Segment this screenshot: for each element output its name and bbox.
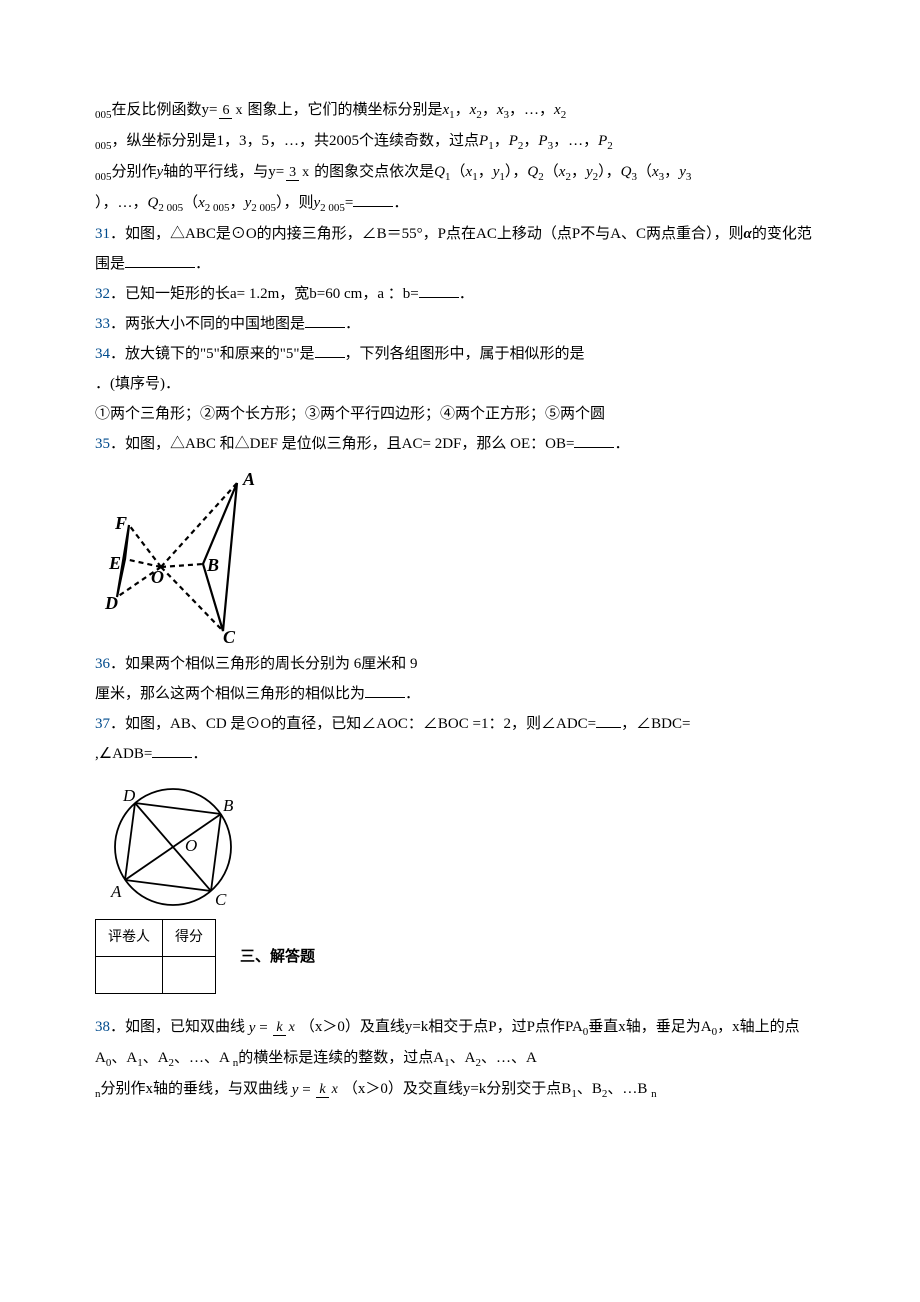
- score-header-cell: 得分: [163, 920, 216, 957]
- question-number: 34: [95, 346, 110, 362]
- question-line: 34．放大镜下的"5"和原来的"5"是，下列各组图形中，属于相似形的是: [95, 339, 825, 369]
- svg-text:A: A: [242, 469, 255, 489]
- formula-y-eq-k-over-x: y = kx: [292, 1075, 343, 1105]
- question-line: 005分别作y轴的平行线，与y=3x的图象交点依次是Q1（x1，y1），Q2（x…: [95, 157, 825, 188]
- question-line: ,∠ADB=．: [95, 739, 825, 769]
- question-line: 005在反比例函数y=6x图象上，它们的横坐标分别是x1，x2，x3，…，x2: [95, 95, 825, 126]
- score-value-cell: [163, 957, 216, 994]
- svg-text:A: A: [110, 882, 122, 901]
- question-number: 31: [95, 226, 110, 242]
- question-line: 38．如图，已知双曲线 y = kx（x＞0）及直线y=k相交于点P，过P点作P…: [95, 1012, 825, 1074]
- formula-y-eq-k-over-x: y = kx: [249, 1013, 300, 1043]
- section-header-row: 评卷人得分 三、解答题: [95, 919, 825, 994]
- figure-37: A B C D O: [95, 775, 825, 913]
- question-line: 36．如果两个相似三角形的周长分别为 6厘米和 9: [95, 649, 825, 679]
- question-line: 37．如图，AB、CD 是⊙O的直径，已知∠AOC：∠BOC =1：2，则∠AD…: [95, 709, 825, 739]
- question-line: 35．如图，△ABC 和△DEF 是位似三角形，且AC= 2DF，那么 OE：O…: [95, 429, 825, 459]
- svg-text:F: F: [114, 513, 127, 533]
- svg-text:C: C: [215, 890, 227, 909]
- svg-text:O: O: [185, 836, 197, 855]
- svg-text:D: D: [104, 593, 118, 613]
- svg-text:O: O: [151, 567, 164, 587]
- question-number: 38: [95, 1019, 110, 1035]
- question-line: 32．已知一矩形的长a= 1.2m，宽b=60 cm，a ：b=．: [95, 279, 825, 309]
- question-number: 36: [95, 656, 110, 672]
- svg-text:E: E: [108, 553, 121, 573]
- question-line: 31．如图，△ABC是⊙O的内接三角形，∠B＝55°，P点在AC上移动（点P不与…: [95, 219, 825, 279]
- score-table: 评卷人得分: [95, 919, 216, 994]
- question-line: 33．两张大小不同的中国地图是．: [95, 309, 825, 339]
- svg-text:C: C: [223, 627, 236, 643]
- figure-35: A B C DEF O: [95, 465, 825, 643]
- question-number: 33: [95, 316, 110, 332]
- question-line: ①两个三角形；②两个长方形；③两个平行四边形；④两个正方形；⑤两个圆: [95, 399, 825, 429]
- question-line: 005，纵坐标分别是1，3，5，…，共2005个连续奇数，过点P1，P2，P3，…: [95, 126, 825, 157]
- section-title: 三、解答题: [240, 942, 315, 972]
- svg-text:D: D: [122, 786, 136, 805]
- svg-text:B: B: [223, 796, 234, 815]
- question-line: ），…，Q2 005（x2 005，y2 005），则y2 005=．: [95, 188, 825, 219]
- svg-text:B: B: [206, 555, 219, 575]
- question-line: ．(填序号)．: [95, 369, 825, 399]
- question-line: n分别作x轴的垂线，与双曲线 y = kx（x＞0）及交直线y=k分别交于点B1…: [95, 1074, 825, 1105]
- score-value-cell: [96, 957, 163, 994]
- question-number: 37: [95, 716, 110, 732]
- score-header-cell: 评卷人: [96, 920, 163, 957]
- question-number: 32: [95, 286, 110, 302]
- question-number: 35: [95, 436, 110, 452]
- question-line: 厘米，那么这两个相似三角形的相似比为．: [95, 679, 825, 709]
